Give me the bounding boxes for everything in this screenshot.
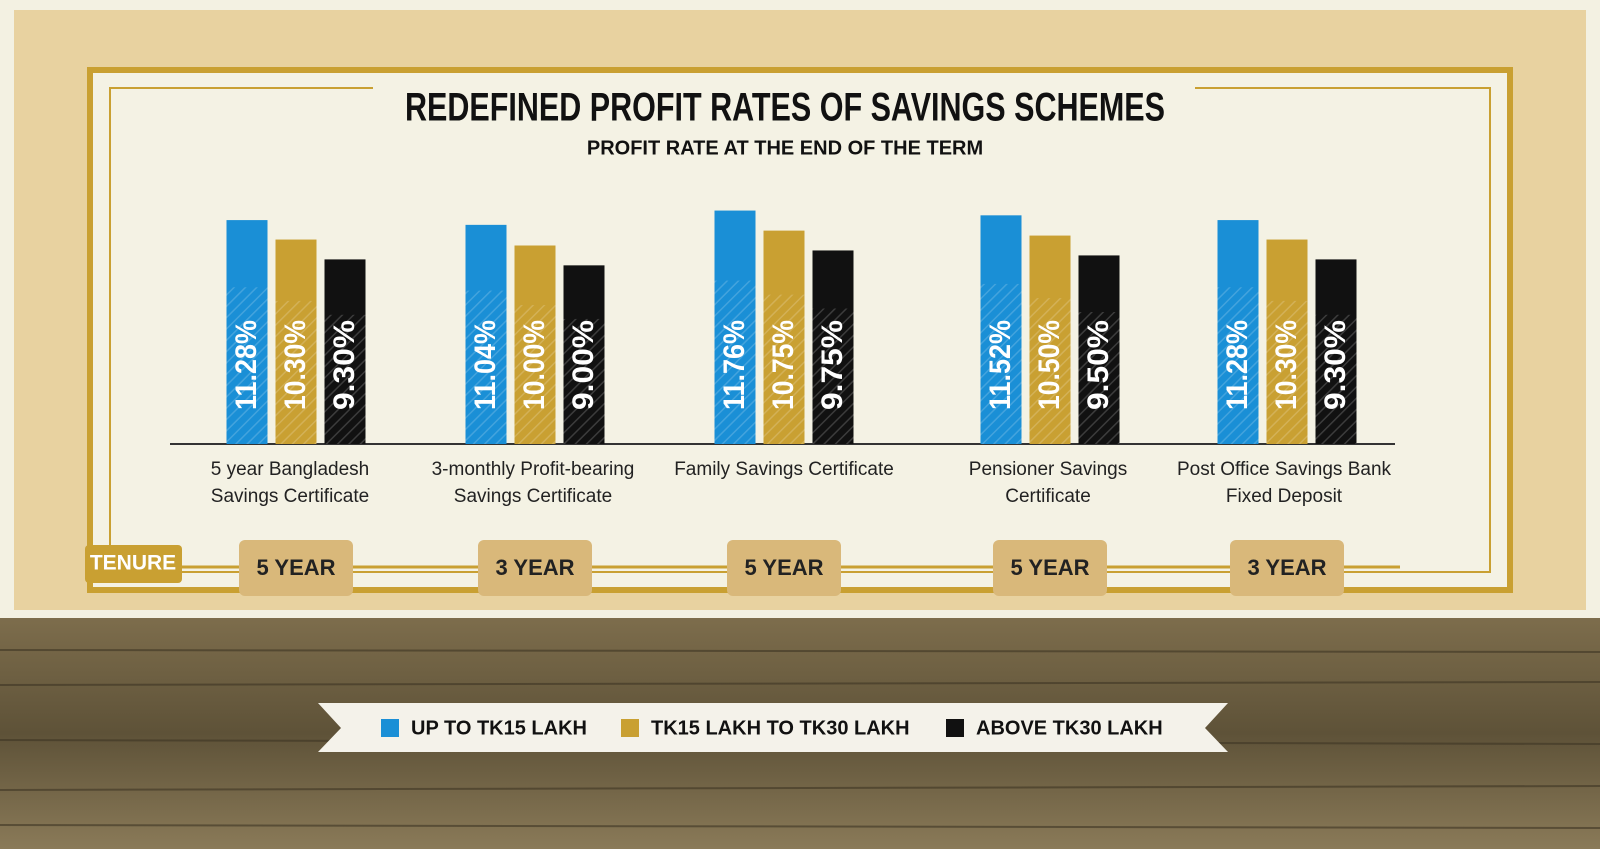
tenure-value: 3 YEAR (1247, 555, 1326, 580)
bar-hatch (275, 300, 317, 444)
legend-swatch (381, 719, 399, 737)
bar-hatch (763, 294, 805, 444)
tenure-value: 5 YEAR (1010, 555, 1089, 580)
tenure-badge (478, 540, 592, 596)
value-label: 10.75% (767, 320, 800, 410)
bar-hatch (324, 314, 366, 444)
legend-label: ABOVE TK30 LAKH (976, 717, 1163, 739)
tenure-badge (239, 540, 353, 596)
chart-subtitle: PROFIT RATE AT THE END OF THE TERM (587, 137, 983, 159)
legend-banner (318, 703, 1228, 752)
bar-hatch (465, 290, 507, 444)
category-label: Post Office Savings Bank Fixed Deposit (1176, 459, 1392, 507)
category-label: Pensioner Savings Certificate (968, 459, 1128, 507)
bar-hatch (1029, 298, 1071, 444)
value-label: 10.00% (518, 320, 551, 410)
bar-hatch (1266, 300, 1308, 444)
legend-label: UP TO TK15 LAKH (411, 717, 587, 739)
value-label: 10.30% (1270, 320, 1303, 410)
tenure-badge (727, 540, 841, 596)
bar-hatch (226, 287, 268, 444)
value-label: 10.30% (279, 320, 312, 410)
stack-lines (0, 649, 1600, 829)
tenure-tag (85, 545, 182, 583)
legend-label: TK15 LAKH TO TK30 LAKH (651, 717, 910, 739)
bar-hatch (514, 305, 556, 444)
bar-hatch (563, 318, 605, 444)
bar-hatch (1078, 311, 1120, 444)
tenure-label: TENURE (90, 552, 176, 575)
legend-swatch (946, 719, 964, 737)
value-label: 11.28% (230, 320, 263, 410)
value-label: 11.76% (718, 320, 751, 410)
tenure-value: 3 YEAR (495, 555, 574, 580)
tenure-badge (1230, 540, 1344, 596)
value-label: 9.30% (328, 320, 361, 410)
category-label: 3-monthly Profit-bearing Savings Certifi… (431, 459, 635, 507)
bar-hatch (1217, 287, 1259, 444)
value-label: 10.50% (1033, 320, 1066, 410)
tenure-badge (993, 540, 1107, 596)
value-label: 11.52% (984, 320, 1017, 410)
bar-hatch (980, 283, 1022, 444)
legend-swatch (621, 719, 639, 737)
bar-hatch (812, 308, 854, 444)
tenure-value: 5 YEAR (744, 555, 823, 580)
value-label: 9.50% (1082, 320, 1115, 410)
category-label: 5 year Bangladesh Savings Certificate (210, 459, 370, 507)
bar-hatch (1315, 314, 1357, 444)
chart-title: REDEFINED PROFIT RATES OF SAVINGS SCHEME… (405, 86, 1165, 130)
value-label: 9.75% (816, 320, 849, 410)
bar-hatch (714, 280, 756, 444)
value-label: 9.00% (567, 320, 600, 410)
value-label: 11.28% (1221, 320, 1254, 410)
category-label: Family Savings Certificate (674, 459, 894, 480)
value-label: 11.04% (469, 320, 502, 410)
tenure-value: 5 YEAR (256, 555, 335, 580)
value-label: 9.30% (1319, 320, 1352, 410)
title-box (373, 80, 1195, 136)
